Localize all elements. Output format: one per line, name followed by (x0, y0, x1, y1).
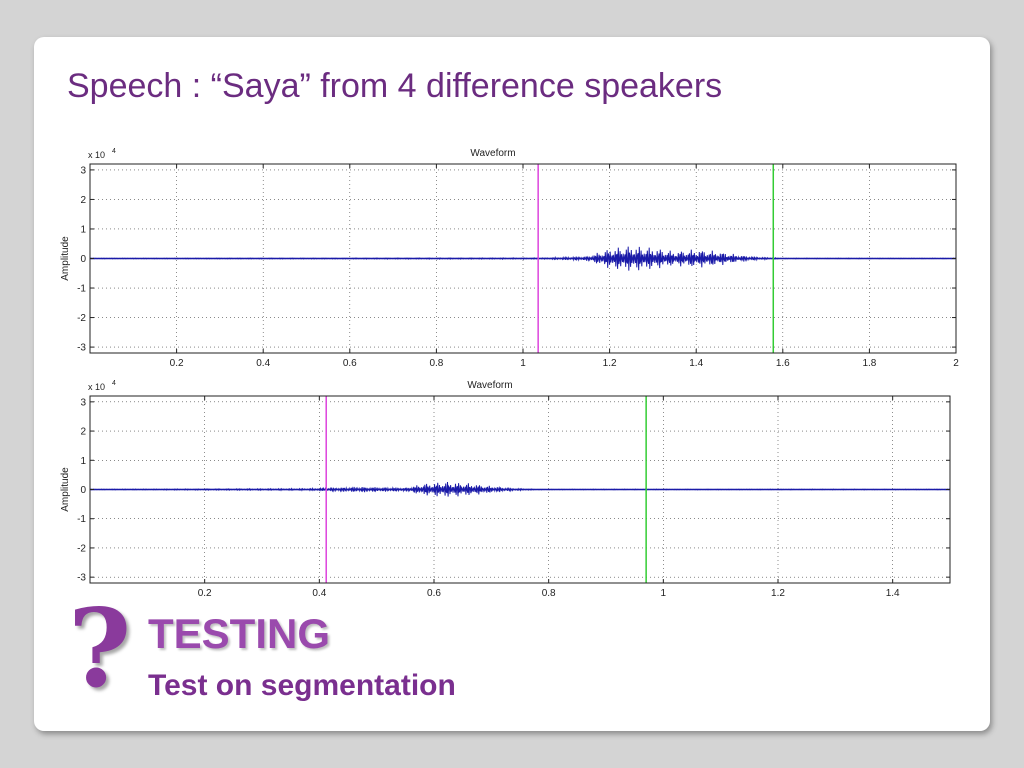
question-mark-icon: ? (68, 586, 132, 712)
y-tick-label: 3 (80, 165, 86, 176)
x-tick-label: 1 (661, 588, 667, 599)
y-tick-label: 0 (80, 254, 86, 265)
y-exponent-power: 4 (112, 380, 116, 387)
x-tick-label: 0.2 (170, 358, 184, 369)
y-tick-label: -1 (77, 284, 86, 295)
y-exponent-power: 4 (112, 148, 116, 155)
y-tick-label: -3 (77, 343, 86, 354)
x-tick-label: 2 (953, 358, 959, 369)
y-tick-label: 1 (80, 456, 86, 467)
testing-heading: TESTING (148, 610, 331, 657)
y-tick-label: 0 (80, 485, 86, 496)
chart-title: Waveform (467, 380, 512, 391)
slide-title: Speech : “Saya” from 4 difference speake… (67, 67, 723, 105)
y-tick-label: 2 (80, 427, 86, 438)
y-tick-label: -2 (77, 543, 86, 554)
y-tick-label: -1 (77, 514, 86, 525)
chart-title: Waveform (470, 148, 515, 159)
y-exponent-label: x 10 (88, 382, 105, 392)
x-tick-label: 1.8 (862, 358, 876, 369)
x-tick-label: 0.6 (343, 358, 357, 369)
y-exponent-label: x 10 (88, 150, 105, 160)
y-axis-label: Amplitude (60, 236, 71, 281)
x-tick-label: 1.4 (886, 588, 900, 599)
y-axis-label: Amplitude (60, 467, 71, 512)
x-tick-label: 1.2 (603, 358, 617, 369)
y-tick-label: 2 (80, 195, 86, 206)
x-tick-label: 0.6 (427, 588, 441, 599)
x-tick-label: 1 (520, 358, 526, 369)
x-tick-label: 1.2 (771, 588, 785, 599)
slide: Speech : “Saya” from 4 difference speake… (34, 37, 990, 731)
x-tick-label: 1.6 (776, 358, 790, 369)
x-tick-label: 0.4 (312, 588, 326, 599)
x-tick-label: 0.4 (256, 358, 270, 369)
x-tick-label: 1.4 (689, 358, 703, 369)
x-tick-label: 0.8 (542, 588, 556, 599)
x-tick-label: 0.2 (198, 588, 212, 599)
y-tick-label: -2 (77, 313, 86, 324)
testing-subheading: Test on segmentation (148, 669, 456, 702)
y-tick-label: -3 (77, 573, 86, 584)
x-tick-label: 0.8 (429, 358, 443, 369)
y-tick-label: 1 (80, 224, 86, 235)
y-tick-label: 3 (80, 397, 86, 408)
